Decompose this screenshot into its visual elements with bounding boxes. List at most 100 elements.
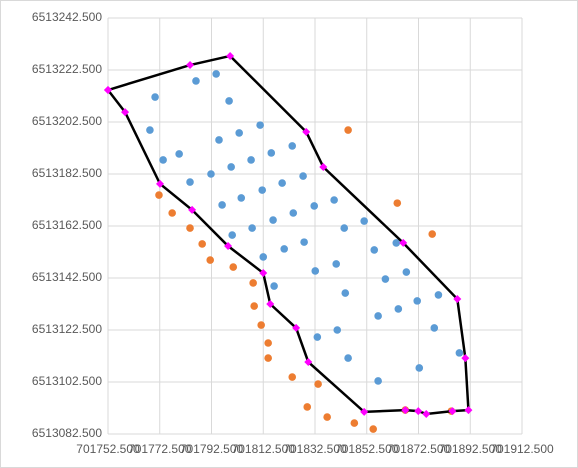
- point: [227, 163, 235, 171]
- vertex-marker: [104, 86, 112, 95]
- point: [225, 97, 233, 105]
- x-tick-label: 701812.500: [232, 442, 296, 456]
- point: [280, 245, 289, 253]
- point: [264, 354, 272, 362]
- vertex-marker: [121, 108, 130, 117]
- point: [455, 349, 464, 357]
- vertex-marker: [188, 205, 197, 214]
- point: [313, 333, 322, 341]
- x-tick-label: 701792.500: [180, 442, 244, 456]
- point: [393, 199, 402, 207]
- vertex-marker: [360, 407, 369, 416]
- point: [250, 302, 258, 310]
- vertex-marker: [156, 179, 165, 188]
- vertex-marker: [224, 242, 233, 251]
- vertex-marker: [453, 295, 462, 304]
- point: [314, 380, 322, 388]
- vertex-marker: [464, 406, 473, 415]
- vertex-marker: [401, 406, 410, 415]
- point: [402, 268, 411, 276]
- point: [332, 260, 341, 268]
- vertex-marker: [422, 409, 431, 418]
- x-tick-label: 701772.500: [128, 442, 192, 456]
- point: [229, 263, 238, 271]
- point: [370, 246, 379, 254]
- point: [186, 178, 194, 186]
- point: [413, 297, 422, 305]
- point: [159, 156, 167, 164]
- point: [311, 267, 320, 275]
- point: [257, 321, 265, 329]
- point: [392, 239, 401, 247]
- point: [430, 324, 439, 332]
- vertex-marker: [448, 407, 457, 416]
- point: [300, 238, 308, 246]
- x-tick-label: 701872.500: [387, 442, 451, 456]
- point: [212, 70, 220, 78]
- point: [288, 373, 297, 381]
- point: [168, 209, 176, 217]
- y-tick-label: 6513162.500: [32, 218, 102, 232]
- point: [267, 149, 276, 157]
- point: [310, 202, 319, 210]
- point: [186, 224, 194, 232]
- point: [235, 129, 243, 137]
- point: [415, 364, 424, 372]
- point: [333, 326, 342, 334]
- y-tick-label: 6513242.500: [32, 10, 102, 24]
- point: [264, 339, 272, 347]
- point: [237, 194, 246, 202]
- vertex-marker: [186, 61, 195, 70]
- point: [344, 354, 352, 362]
- point: [259, 253, 268, 261]
- point: [323, 413, 331, 421]
- point: [340, 224, 349, 232]
- x-tick-label: 701852.500: [335, 442, 399, 456]
- y-tick-label: 6513202.500: [32, 114, 102, 128]
- y-tick-label: 6513182.500: [32, 166, 102, 180]
- point: [269, 216, 277, 224]
- point: [151, 93, 159, 101]
- y-tick-label: 6513142.500: [32, 270, 102, 284]
- point: [374, 377, 382, 385]
- x-tick-label: 701892.500: [439, 442, 503, 456]
- point: [434, 291, 443, 299]
- x-tick-label: 701832.500: [283, 442, 347, 456]
- vertex-marker: [414, 407, 423, 416]
- vertex-marker: [304, 357, 313, 366]
- point: [374, 312, 382, 320]
- point: [344, 126, 352, 134]
- point: [288, 142, 297, 150]
- point: [198, 240, 206, 248]
- point: [207, 170, 215, 178]
- point: [270, 282, 278, 290]
- point: [330, 196, 338, 204]
- point: [341, 289, 350, 297]
- x-tick-label: 701752.500: [76, 442, 140, 456]
- vertex-marker: [292, 323, 301, 332]
- point: [175, 150, 183, 158]
- point: [249, 279, 257, 287]
- point: [228, 231, 236, 239]
- y-tick-label: 6513082.500: [32, 426, 102, 440]
- point: [303, 403, 312, 411]
- vertex-marker: [266, 300, 275, 308]
- point: [360, 217, 368, 225]
- point: [155, 191, 163, 199]
- point: [258, 186, 267, 194]
- point: [146, 126, 154, 134]
- vertex-marker: [319, 162, 328, 171]
- y-tick-label: 6513122.500: [32, 322, 102, 336]
- point: [381, 275, 390, 283]
- point: [247, 156, 255, 164]
- point: [248, 224, 256, 232]
- point: [350, 419, 359, 427]
- point: [218, 201, 226, 209]
- point: [289, 209, 298, 217]
- vertex-marker: [399, 238, 408, 247]
- y-tick-label: 6513102.500: [32, 374, 102, 388]
- point: [369, 425, 378, 433]
- point: [428, 230, 437, 238]
